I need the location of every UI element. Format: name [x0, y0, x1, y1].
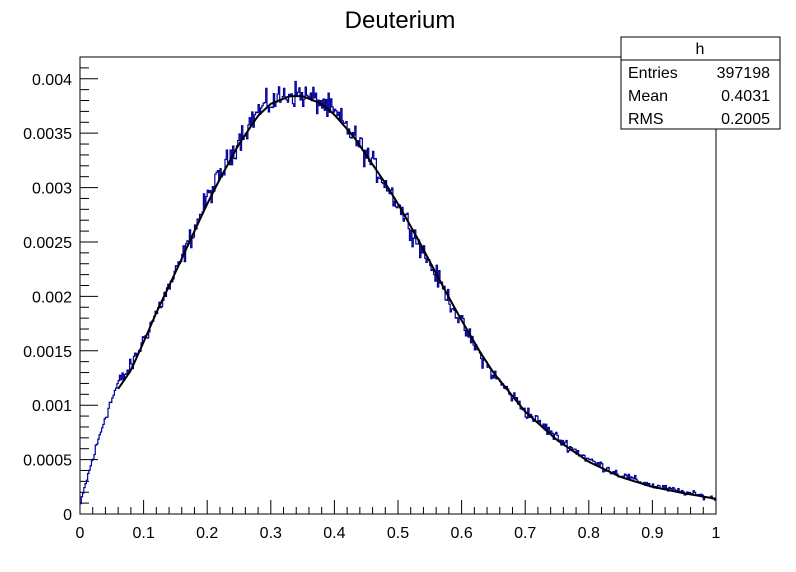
- y-tick-label: 0.0005: [23, 453, 72, 470]
- stats-rms-label: RMS: [628, 111, 664, 128]
- x-axis: 0 0.1 0.2 0.3 0.4 0.5 0.6 0.7 0.8 0.9 1: [76, 500, 721, 542]
- stats-box-title: h: [696, 41, 705, 58]
- y-tick-label: 0: [63, 507, 72, 524]
- y-tick-label: 0.001: [32, 398, 72, 415]
- x-tick-label: 0.3: [260, 525, 282, 542]
- x-tick-label: 0.2: [196, 525, 218, 542]
- x-tick-label: 0: [76, 525, 85, 542]
- stats-mean-label: Mean: [628, 88, 668, 105]
- x-tick-label: 0.7: [514, 525, 536, 542]
- x-tick-label: 1: [712, 525, 721, 542]
- stats-entries-label: Entries: [628, 65, 678, 82]
- fit-layer: [117, 95, 717, 500]
- chart-title: Deuterium: [345, 7, 456, 34]
- y-tick-label: 0.0015: [23, 344, 72, 361]
- x-tick-label: 0.5: [387, 525, 409, 542]
- stats-mean-value: 0.4031: [721, 88, 770, 105]
- y-tick-label: 0.0035: [23, 126, 72, 143]
- stats-box: h Entries 397198 Mean 0.4031 RMS 0.2005: [620, 36, 781, 130]
- x-tick-label: 0.9: [641, 525, 663, 542]
- y-tick-label: 0.003: [32, 181, 72, 198]
- y-tick-label: 0.0025: [23, 235, 72, 252]
- x-tick-label: 0.6: [450, 525, 472, 542]
- fit-curve: [117, 95, 717, 500]
- y-tick-label: 0.004: [32, 72, 72, 89]
- x-tick-label: 0.8: [578, 525, 600, 542]
- x-tick-label: 0.1: [132, 525, 154, 542]
- stats-entries-value: 397198: [717, 65, 770, 82]
- stats-box-frame: [620, 36, 781, 130]
- x-tick-label: 0.4: [323, 525, 345, 542]
- stats-rms-value: 0.2005: [721, 111, 770, 128]
- y-axis: 0 0.0005 0.001 0.0015 0.002 0.0025 0.003 0.0035…: [23, 56, 98, 524]
- y-tick-label: 0.002: [32, 289, 72, 306]
